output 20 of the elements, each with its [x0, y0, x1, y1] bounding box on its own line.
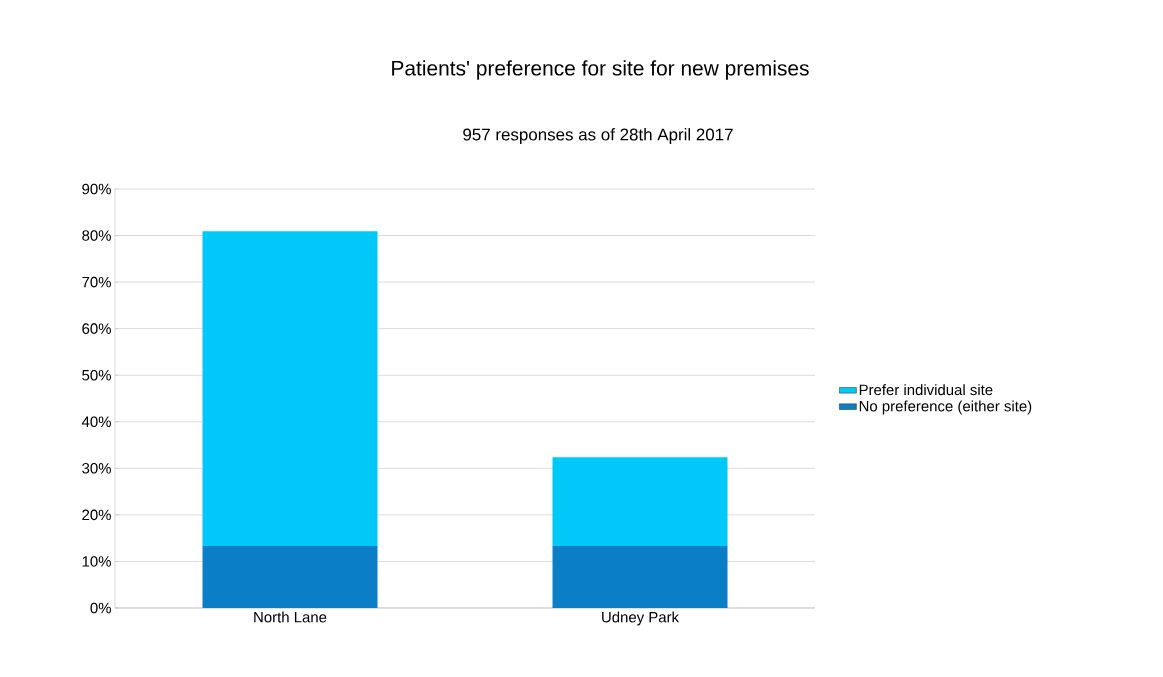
bar	[202, 546, 378, 608]
y-tick-label: 80%	[82, 230, 111, 241]
y-tick-label: 90%	[82, 183, 111, 195]
y-tick-label: 30%	[82, 463, 111, 474]
chart-subtitle: 957 responses as of 28th April 2017	[463, 128, 733, 144]
y-tick-label: 60%	[82, 323, 111, 334]
y-tick-label: 0%	[90, 602, 111, 614]
y-tick-label: 40%	[81, 416, 111, 428]
bar	[202, 231, 378, 547]
bar	[552, 546, 728, 608]
y-tick-label: 10%	[82, 556, 111, 567]
legend-label: No preference (either site)	[859, 400, 1032, 415]
y-tick-label: 20%	[82, 509, 111, 521]
x-tick-label: North Lane	[254, 611, 327, 623]
y-tick-label: 70%	[82, 276, 111, 288]
x-tick-label: Udney Park	[602, 611, 680, 626]
chart-title: Patients' preference for site for new premises	[392, 60, 809, 80]
y-tick-label: 50%	[82, 369, 111, 381]
legend-label: Prefer individual site	[859, 384, 993, 396]
bar	[552, 457, 728, 547]
